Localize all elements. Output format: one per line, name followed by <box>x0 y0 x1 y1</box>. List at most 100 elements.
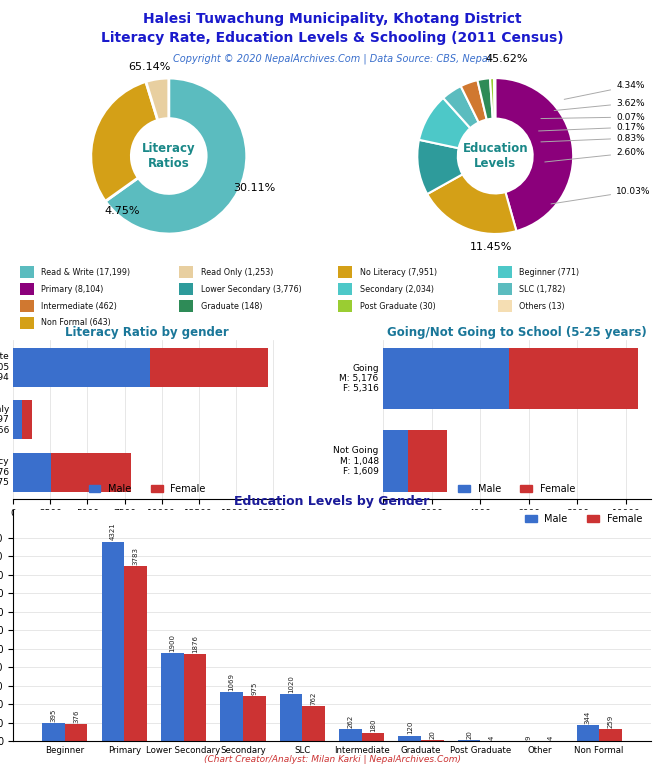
Bar <box>124 566 147 741</box>
Text: Beginner (771): Beginner (771) <box>519 268 580 276</box>
Text: 1069: 1069 <box>228 673 234 690</box>
Legend: Male, Female: Male, Female <box>521 511 646 528</box>
Bar <box>498 300 512 312</box>
Wedge shape <box>419 98 470 148</box>
Text: 20: 20 <box>466 730 472 739</box>
Text: 3783: 3783 <box>133 548 139 565</box>
Text: 4321: 4321 <box>110 522 116 541</box>
Bar <box>179 266 193 278</box>
Text: 4.75%: 4.75% <box>104 207 139 217</box>
Bar <box>576 725 599 741</box>
Text: Others (13): Others (13) <box>519 302 565 310</box>
Legend: Male, Female: Male, Female <box>85 480 210 498</box>
Bar <box>362 733 384 741</box>
Bar <box>179 300 193 312</box>
Text: Read & Write (17,199): Read & Write (17,199) <box>41 268 130 276</box>
Wedge shape <box>417 140 463 194</box>
Text: 1020: 1020 <box>288 675 294 693</box>
Text: 975: 975 <box>251 681 257 695</box>
Text: SLC (1,782): SLC (1,782) <box>519 285 566 293</box>
Text: Post Graduate (30): Post Graduate (30) <box>360 302 436 310</box>
Wedge shape <box>490 78 495 119</box>
Bar <box>383 430 408 492</box>
Text: 0.17%: 0.17% <box>539 123 645 131</box>
Title: Education Levels by Gender: Education Levels by Gender <box>234 495 430 508</box>
Bar <box>13 348 150 387</box>
Bar <box>42 723 65 741</box>
Bar <box>183 654 206 741</box>
Bar <box>498 266 512 278</box>
Text: Lower Secondary (3,776): Lower Secondary (3,776) <box>201 285 301 293</box>
Wedge shape <box>495 78 573 231</box>
Bar <box>498 283 512 295</box>
Text: No Literacy (7,951): No Literacy (7,951) <box>360 268 437 276</box>
Text: 20: 20 <box>430 730 436 739</box>
Bar <box>20 317 34 329</box>
Text: 1876: 1876 <box>192 635 198 654</box>
Bar <box>339 729 362 741</box>
Title: Going/Not Going to School (5-25 years): Going/Not Going to School (5-25 years) <box>387 326 647 339</box>
Bar <box>339 283 353 295</box>
Text: 2.60%: 2.60% <box>544 148 645 162</box>
Text: Primary (8,104): Primary (8,104) <box>41 285 104 293</box>
Text: 395: 395 <box>50 708 56 722</box>
Text: Non Formal (643): Non Formal (643) <box>41 319 111 327</box>
Bar <box>339 266 353 278</box>
Text: 4: 4 <box>489 736 495 740</box>
Text: 4.34%: 4.34% <box>564 81 645 99</box>
Text: 10.03%: 10.03% <box>551 187 651 204</box>
Text: 9: 9 <box>525 735 531 740</box>
Text: Intermediate (462): Intermediate (462) <box>41 302 118 310</box>
Text: Halesi Tuwachung Municipality, Khotang District: Halesi Tuwachung Municipality, Khotang D… <box>143 12 521 25</box>
Text: Graduate (148): Graduate (148) <box>201 302 262 310</box>
Bar <box>302 706 325 741</box>
Text: 30.11%: 30.11% <box>233 183 276 193</box>
Bar <box>20 283 34 295</box>
Text: 3.62%: 3.62% <box>554 98 645 111</box>
Text: 762: 762 <box>311 691 317 705</box>
Wedge shape <box>477 78 493 120</box>
Text: Copyright © 2020 NepalArchives.Com | Data Source: CBS, Nepal: Copyright © 2020 NepalArchives.Com | Dat… <box>173 53 491 64</box>
Text: 376: 376 <box>73 709 79 723</box>
Text: 0.07%: 0.07% <box>541 113 645 121</box>
Text: 11.45%: 11.45% <box>470 242 513 252</box>
Bar <box>65 723 88 741</box>
Text: 45.62%: 45.62% <box>485 55 528 65</box>
Bar <box>509 348 638 409</box>
Bar <box>161 654 183 741</box>
Bar <box>421 740 444 741</box>
Text: 120: 120 <box>407 721 413 734</box>
Bar <box>220 692 243 741</box>
Text: Secondary (2,034): Secondary (2,034) <box>360 285 434 293</box>
Text: 65.14%: 65.14% <box>128 62 171 72</box>
Bar <box>20 266 34 278</box>
Wedge shape <box>427 174 517 234</box>
Wedge shape <box>443 86 479 128</box>
Text: 21.26%: 21.26% <box>0 767 1 768</box>
Text: Literacy
Ratios: Literacy Ratios <box>142 142 196 170</box>
Bar <box>383 348 509 409</box>
Bar <box>13 400 22 439</box>
Wedge shape <box>146 78 169 121</box>
Bar <box>20 300 34 312</box>
Legend: Male, Female: Male, Female <box>454 480 579 498</box>
Bar <box>458 740 481 741</box>
Title: Literacy Ratio by gender: Literacy Ratio by gender <box>65 326 229 339</box>
Text: (Chart Creator/Analyst: Milan Karki | NepalArchives.Com): (Chart Creator/Analyst: Milan Karki | Ne… <box>203 755 461 764</box>
Wedge shape <box>91 81 158 201</box>
Wedge shape <box>461 80 487 122</box>
Bar <box>102 541 124 741</box>
Text: 344: 344 <box>585 711 591 724</box>
Bar <box>243 696 266 741</box>
Bar <box>280 694 302 741</box>
Text: 1900: 1900 <box>169 634 175 652</box>
Wedge shape <box>494 78 495 118</box>
Bar <box>408 430 448 492</box>
Text: 0.83%: 0.83% <box>541 134 645 143</box>
Bar <box>339 300 353 312</box>
Bar <box>398 736 421 741</box>
Text: Literacy Rate, Education Levels & Schooling (2011 Census): Literacy Rate, Education Levels & School… <box>101 31 563 45</box>
Bar <box>179 283 193 295</box>
Bar <box>13 452 52 492</box>
Text: 4: 4 <box>548 736 554 740</box>
